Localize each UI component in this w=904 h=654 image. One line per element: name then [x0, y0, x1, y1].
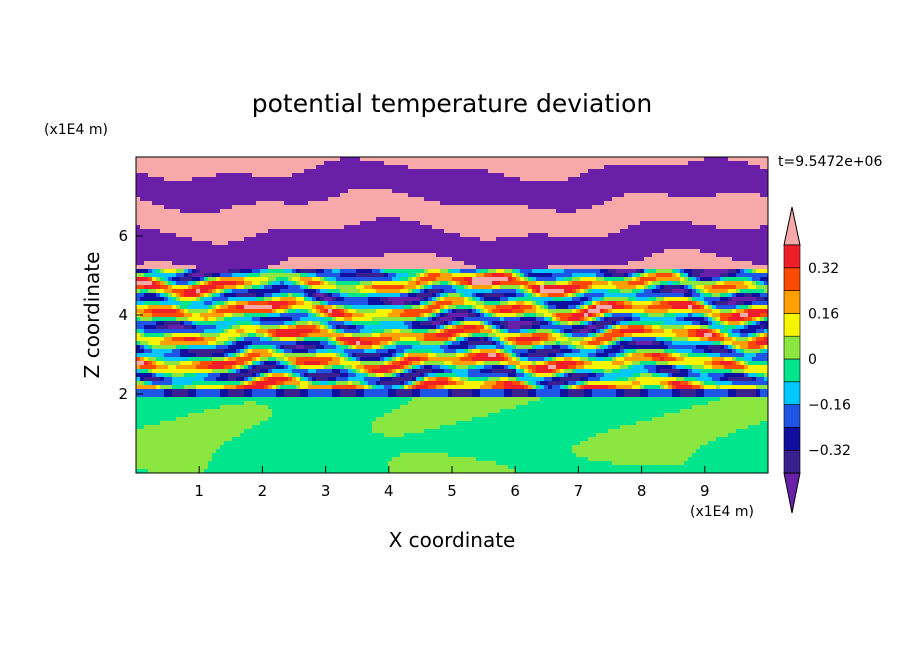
colorbar-segment	[783, 290, 801, 314]
colorbar-segment	[783, 335, 801, 360]
colorbar-segment	[783, 381, 801, 405]
colorbar-tick-label: 0	[808, 352, 817, 368]
colorbar-segment	[783, 358, 801, 383]
colorbar-segment	[783, 244, 801, 269]
heatmap-field	[136, 157, 768, 473]
colorbar-tick-label: −0.32	[808, 443, 851, 459]
y-tick-label: 4	[118, 306, 128, 324]
colorbar-over-triangle	[783, 206, 801, 246]
time-label: t=9.5472e+06	[778, 154, 882, 170]
colorbar-segment	[783, 404, 801, 428]
colorbar-under-triangle	[783, 472, 801, 514]
y-tick-label: 2	[118, 385, 128, 403]
colorbar-segment	[783, 449, 801, 474]
colorbar-tick-label: −0.16	[808, 398, 851, 414]
colorbar-tick-label: 0.32	[808, 261, 839, 277]
x-tick-label: 6	[510, 482, 520, 500]
chart-title: potential temperature deviation	[252, 89, 652, 118]
y-axis-label: Z coordinate	[80, 252, 104, 379]
y-axis: 2 4 6	[118, 227, 143, 403]
colorbar: 0.32 0.16 0 −0.16 −0.32	[783, 206, 851, 514]
y-tick-label: 6	[118, 227, 128, 245]
x-tick-label: 3	[321, 482, 331, 500]
x-tick-label: 9	[700, 482, 710, 500]
y-axis-unit: (x1E4 m)	[44, 122, 108, 138]
x-tick-label: 4	[384, 482, 394, 500]
x-tick-label: 7	[574, 482, 584, 500]
x-tick-label: 5	[447, 482, 457, 500]
x-tick-label: 1	[194, 482, 204, 500]
colorbar-segment	[783, 313, 801, 337]
colorbar-segment	[783, 267, 801, 291]
colorbar-tick-label: 0.16	[808, 306, 839, 322]
x-axis-unit: (x1E4 m)	[690, 504, 754, 520]
x-axis-label: X coordinate	[389, 528, 516, 552]
x-tick-label: 8	[637, 482, 647, 500]
x-tick-label: 2	[258, 482, 268, 500]
x-axis: 1 2 3 4 5 6 7 8 9	[194, 466, 710, 500]
colorbar-segment	[783, 427, 801, 451]
